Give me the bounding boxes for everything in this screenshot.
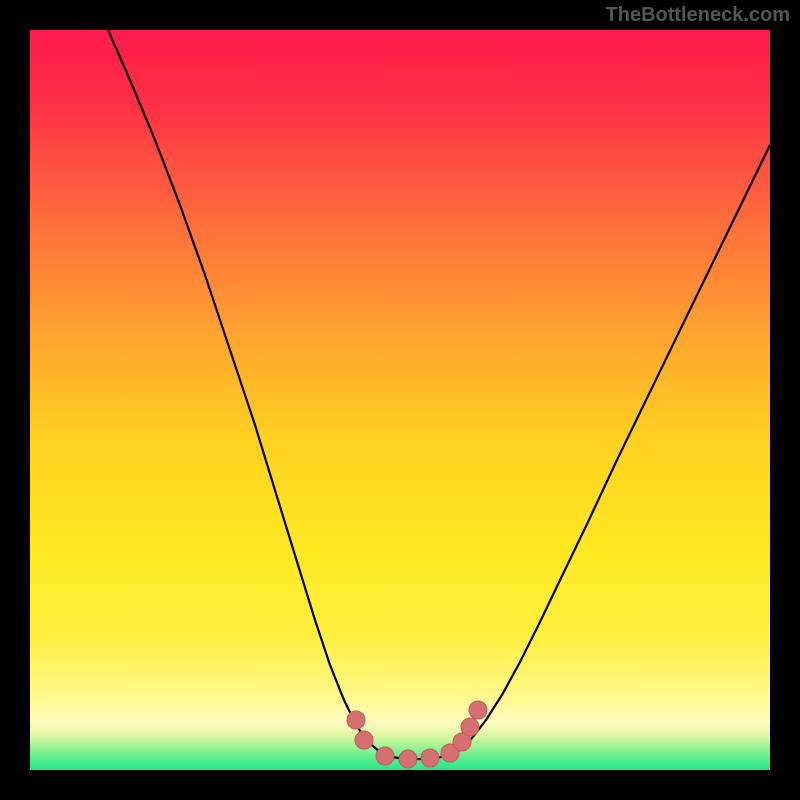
marker-point	[355, 731, 373, 749]
plot-background	[30, 30, 770, 770]
marker-point	[376, 747, 394, 765]
marker-point	[399, 750, 417, 768]
chart-svg	[0, 0, 800, 800]
chart-container: TheBottleneck.com	[0, 0, 800, 800]
marker-point	[347, 711, 365, 729]
marker-point	[461, 718, 479, 736]
watermark-text: TheBottleneck.com	[606, 4, 790, 27]
marker-point	[421, 749, 439, 767]
marker-point	[469, 701, 487, 719]
